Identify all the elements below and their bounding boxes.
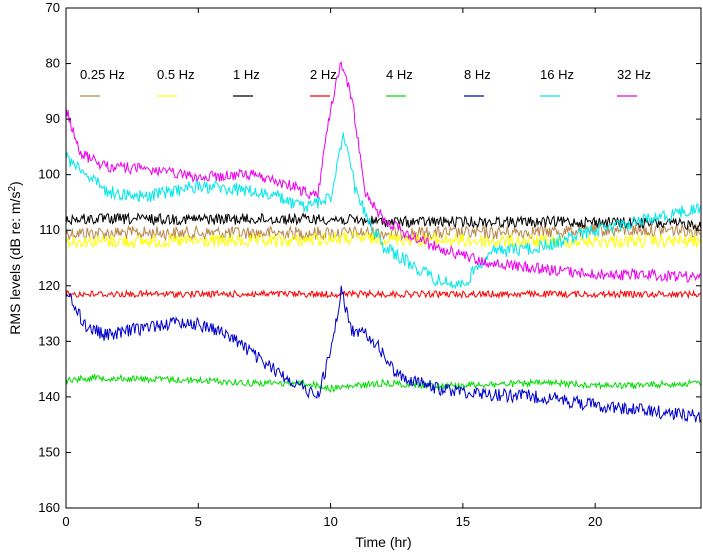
legend-label: 1 Hz [233,67,260,82]
plot-frame [65,7,702,509]
legend-label: 32 Hz [617,67,651,82]
series-line-1-hz [65,212,702,232]
y-tick-label: 160 [38,500,60,515]
series-line-8-hz [65,285,702,424]
legend-label: 16 Hz [540,67,574,82]
y-tick-label: 150 [38,444,60,459]
y-tick-label: 70 [46,0,60,15]
x-tick-label: 0 [62,514,69,529]
series-line-16-hz [65,132,702,290]
y-tick-label: 110 [39,222,60,237]
y-axis-title-main: RMS levels (dB re: m/s [7,192,23,335]
ticks-layer: 0 5 10 15 20 70 80 90 100 110 120 130 140 150 160 [38,0,701,529]
x-tick-label: 10 [323,514,337,529]
y-tick-label: 80 [46,56,60,71]
y-axis-title: RMS levels (dB re: m/s2) [7,181,24,334]
y-tick-label: 100 [38,167,60,182]
series-line-2-hz [65,288,702,300]
y-tick-label: 140 [38,389,60,404]
y-tick-label: 130 [38,333,60,348]
series-line-32-hz [65,61,702,283]
y-axis-title-sup: 2 [7,186,18,192]
y-tick-label: 120 [38,278,60,293]
legend-label: 8 Hz [464,67,491,82]
y-axis-title-tail: ) [7,181,23,186]
x-axis-title: Time (hr) [355,534,411,550]
series-layer [65,61,702,424]
x-tick-label: 20 [588,514,602,529]
legend-label: 2 Hz [310,67,337,82]
legend-label: 0.25 Hz [80,67,125,82]
legend-label: 4 Hz [386,67,413,82]
legend: 0.25 Hz 0.5 Hz 1 Hz 2 Hz 4 Hz 8 Hz 16 Hz 32 Hz [80,67,651,97]
x-tick-label: 5 [195,514,202,529]
series-line-4-hz [65,373,702,394]
series-line-0-25-hz [65,222,702,242]
legend-label: 0.5 Hz [157,67,195,82]
y-tick-label: 90 [46,111,60,126]
x-tick-label: 15 [456,514,470,529]
